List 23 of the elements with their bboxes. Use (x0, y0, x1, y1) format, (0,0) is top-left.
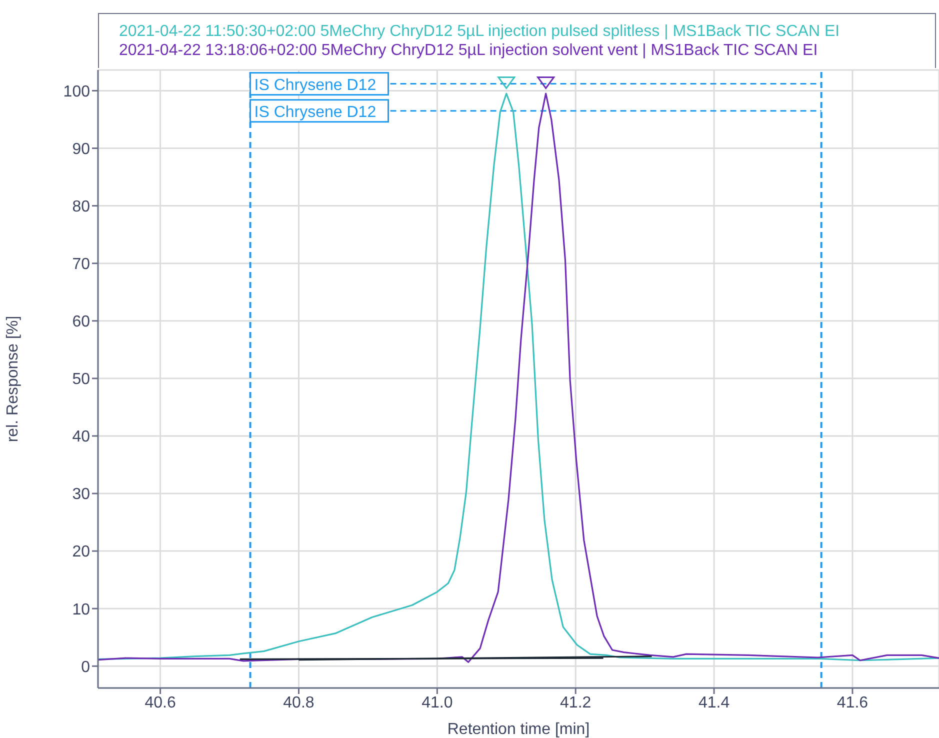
x-tick-label: 41.4 (698, 694, 730, 712)
y-tick-label: 0 (81, 658, 90, 676)
x-tick-label: 41.0 (422, 694, 453, 712)
y-axis-title: rel. Response [%] (4, 316, 22, 442)
text: 2021-04-22 11:50:30+02:00 5MeChry ChryD12 5µL injection pulsed splitless | MS1Back TIC SCAN EI (119, 22, 841, 41)
y-tick-label: 70 (72, 256, 90, 274)
y-tick-label: 10 (72, 601, 90, 618)
x-tick-label: 41.6 (836, 694, 868, 712)
y-tick-label: 100 (63, 83, 90, 100)
y-tick-label: 80 (72, 198, 90, 216)
annotation: IS Chrysene D12 (254, 104, 376, 121)
y-tick-label: 90 (72, 140, 90, 158)
annotation: IS Chrysene D12 (254, 76, 376, 94)
y-tick-label: 30 (72, 486, 90, 504)
y-tick-label: 40 (72, 428, 90, 446)
y-tick-label: 50 (72, 371, 90, 388)
y-tick-label: 20 (72, 544, 90, 561)
x-tick-label: 40.6 (144, 694, 176, 712)
y-tick-label: 60 (72, 314, 90, 331)
text: 2021-04-22 13:18:06+02:00 5MeChry ChryD12 5µL injection solvent vent | MS1Back TIC SCAN EI (119, 41, 819, 60)
x-tick-label: 41.2 (560, 694, 592, 712)
x-axis-title: Retention time [min] (447, 721, 590, 738)
x-tick-label: 40.8 (283, 694, 314, 712)
